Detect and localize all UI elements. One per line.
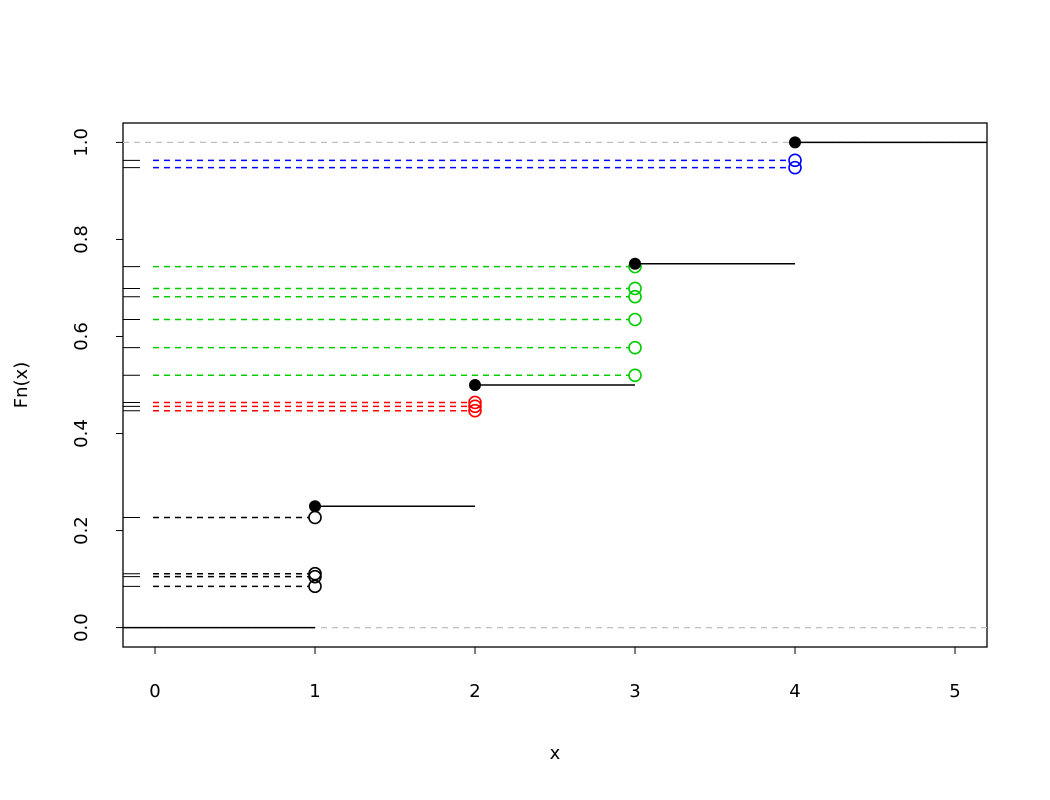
open-point (788, 160, 802, 175)
step-point (469, 379, 481, 391)
x-tick-label: 3 (629, 681, 640, 702)
step-point (629, 257, 641, 270)
open-point (308, 566, 322, 581)
open-point (308, 569, 322, 584)
y-tick-label: 0.8 (71, 225, 92, 254)
open-point (468, 403, 482, 418)
plot-frame (122, 122, 988, 648)
x-tick-label: 2 (469, 681, 480, 702)
open-point (308, 579, 322, 594)
y-tick-label: 0.2 (71, 516, 92, 545)
y-tick-label: 0.4 (71, 419, 92, 448)
x-tick-label: 0 (149, 681, 160, 702)
x-tick-label: 4 (789, 681, 800, 702)
x-tick-label: 1 (309, 681, 320, 702)
x-tick-label: 5 (949, 681, 960, 702)
open-point (628, 289, 642, 304)
open-point (468, 395, 482, 410)
open-point (628, 312, 642, 327)
open-point (628, 281, 642, 296)
y-tick-label: 0.6 (71, 322, 92, 351)
open-point (628, 340, 642, 355)
x-axis-label: x (550, 743, 561, 764)
step-point (789, 136, 801, 149)
y-axis-label: Fn(x) (11, 362, 32, 408)
y-tick-label: 1.0 (71, 128, 92, 157)
step-point (309, 500, 321, 513)
open-point (308, 510, 322, 525)
open-point (788, 153, 802, 168)
open-point (628, 368, 642, 383)
open-point (468, 399, 482, 414)
y-tick-label: 0.0 (71, 613, 92, 642)
